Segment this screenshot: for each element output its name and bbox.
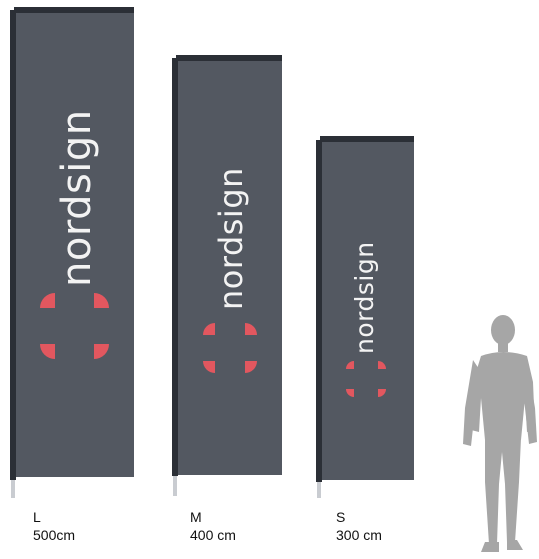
flag-large-pole: [10, 10, 16, 480]
flag-large-logo-text: nordsign: [54, 109, 100, 287]
flag-small-logo-text: nordsign: [350, 241, 379, 354]
flag-large-height: 500cm: [33, 527, 76, 543]
person-silhouette-icon: [463, 315, 537, 552]
flag-small-label: S 300 cm: [336, 508, 382, 544]
flag-medium-logo-text: nordsign: [212, 167, 250, 310]
flag-large-size: L: [33, 509, 41, 525]
flag-large-label: L 500cm: [33, 508, 75, 544]
flag-small-pole: [316, 140, 322, 482]
flag-medium-top-bar: [176, 55, 282, 61]
flag-large-pole-base: [11, 480, 15, 498]
flag-small-cloth: [322, 142, 414, 480]
flag-large-logo-mark: [40, 293, 109, 359]
flag-medium-pole-base: [173, 476, 177, 496]
flag-medium-pole: [172, 58, 178, 476]
flag-small-size: S: [336, 509, 346, 525]
flag-large-top-bar: [14, 7, 134, 13]
flag-small-logo-mark: [346, 361, 386, 397]
flag-medium-logo-mark: [203, 323, 257, 373]
flag-medium-size: M: [190, 509, 202, 525]
flag-small-height: 300 cm: [336, 527, 382, 543]
flag-small-pole-base: [317, 482, 321, 498]
flag-medium-label: M 400 cm: [190, 508, 236, 544]
flag-small-top-bar: [320, 136, 414, 142]
flag-medium-height: 400 cm: [190, 527, 236, 543]
flag-large-cloth: [16, 13, 134, 477]
flag-medium-cloth: [178, 61, 282, 475]
